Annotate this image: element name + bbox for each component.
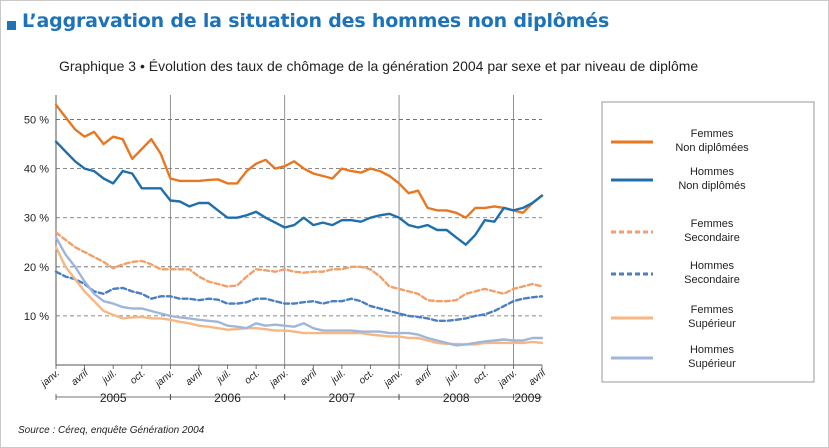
y-tick-label: 50 % [24,115,49,127]
x-tick-label: oct. [357,368,376,387]
y-tick-label: 20 % [24,262,49,274]
legend-label: Femmes [691,218,734,230]
year-label: 2008 [443,391,470,405]
series-line-2 [54,231,544,303]
y-tick-label: 30 % [24,213,49,225]
series-line-3 [54,270,544,322]
page-heading: L’aggravation de la situation des hommes… [22,10,610,32]
legend-label: Supérieur [688,358,736,370]
x-tick-label: juil. [99,368,119,387]
y-tick-label: 40 % [24,164,49,176]
x-tick-label: janv. [381,368,405,391]
legend-label: Secondaire [684,274,740,286]
series-line-1 [54,140,544,246]
legend-label: Hommes [690,260,735,272]
x-tick-label: janv. [266,368,290,391]
x-tick-label: avril [412,367,434,388]
chart-subtitle: Graphique 3 • Évolution des taux de chôm… [59,58,699,74]
year-label: 2009 [514,391,541,405]
legend-label: Supérieur [688,318,736,330]
year-label: 2006 [214,391,241,405]
x-tick-label: avril [527,367,549,388]
year-label: 2007 [329,391,356,405]
series-line-5 [54,236,544,347]
year-label: 2005 [100,391,127,405]
legend-label: Secondaire [684,232,740,244]
legend-label: Non diplômées [675,142,749,154]
x-tick-label: oct. [128,368,147,387]
x-tick-label: juil. [213,368,233,387]
legend-label: Hommes [690,344,735,356]
legend-label: Femmes [691,128,734,140]
legend-label: Hommes [690,166,735,178]
heading-accent [7,21,16,30]
source-note: Source : Céreq, enquête Génération 2004 [18,425,205,436]
x-tick-label: avril [184,367,206,388]
x-tick-label: oct. [471,368,490,387]
x-tick-label: oct. [243,368,262,387]
y-tick-label: 10 % [24,311,49,323]
legend-label: Non diplômés [678,180,746,192]
x-tick-label: avril [69,367,91,388]
series-line-0 [54,103,544,219]
x-tick-label: juil. [442,368,462,387]
legend-label: Femmes [691,304,734,316]
x-tick-label: juil. [328,368,348,387]
legend-box [601,101,815,383]
x-tick-label: avril [298,367,320,388]
x-tick-label: janv. [38,368,62,391]
x-tick-label: janv. [495,368,519,391]
x-tick-label: janv. [152,368,176,391]
